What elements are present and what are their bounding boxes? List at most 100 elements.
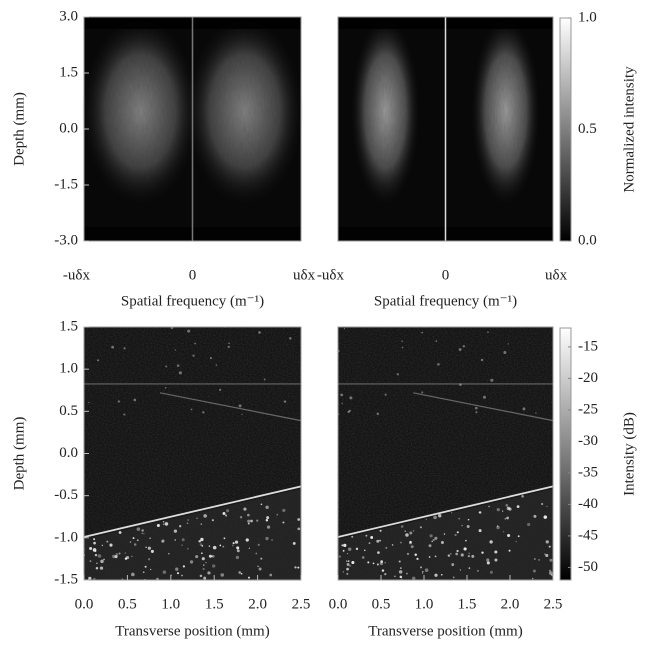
image-speckle	[224, 514, 228, 517]
image-speckle	[247, 522, 250, 525]
image-speckle	[546, 505, 548, 507]
image-speckle	[548, 571, 553, 575]
image-speckle	[202, 411, 205, 414]
image-speckle	[456, 549, 459, 553]
image-speckle	[351, 560, 355, 565]
image-speckle	[489, 570, 493, 574]
image-line	[413, 392, 554, 422]
image-speckle	[234, 540, 239, 544]
x-tick-label: -uδx	[317, 267, 345, 283]
image-speckle	[384, 562, 386, 564]
y-tick-label: 3.0	[59, 8, 78, 24]
image-speckle	[342, 549, 345, 552]
image-speckle	[349, 564, 352, 567]
image-speckle	[545, 553, 549, 558]
image-speckle	[458, 517, 461, 520]
image-speckle	[399, 575, 403, 579]
image-speckle	[468, 552, 471, 555]
image-speckle	[548, 545, 551, 548]
image-speckle	[131, 572, 135, 577]
image-speckle	[459, 569, 462, 571]
image-speckle	[340, 393, 344, 397]
x-tick-label: 1.0	[415, 596, 434, 612]
image-speckle	[460, 553, 464, 557]
image-speckle	[416, 557, 419, 561]
image-speckle	[236, 546, 240, 550]
image-speckle	[145, 546, 147, 548]
image-speckle	[117, 400, 121, 403]
x-tick-label: 1.5	[458, 596, 477, 612]
colorbar-tick-label: -35	[578, 464, 598, 480]
image-speckle	[456, 531, 459, 534]
image-speckle	[434, 555, 437, 558]
image-speckle	[161, 540, 164, 543]
image-speckle	[467, 518, 470, 521]
image-speckle	[173, 529, 178, 533]
image-speckle	[282, 521, 285, 524]
y-tick-label: 0.5	[59, 403, 78, 419]
x-axis-label: Transverse position (mm)	[115, 623, 269, 639]
image-speckle	[345, 560, 348, 562]
image-speckle	[398, 570, 403, 574]
image-speckle	[297, 527, 301, 531]
image-speckle	[196, 517, 198, 520]
image-speckle	[349, 396, 353, 400]
image-speckle	[384, 572, 387, 576]
image-speckle	[531, 577, 534, 580]
image-speckle	[421, 391, 424, 394]
image-speckle	[202, 567, 205, 571]
x-tick-label: 0.0	[329, 596, 348, 612]
image-speckle	[112, 554, 116, 559]
image-speckle	[480, 358, 484, 362]
image-speckle	[346, 567, 349, 571]
x-tick-label: 2.5	[544, 596, 563, 612]
image-speckle	[192, 354, 195, 357]
image-speckle	[343, 328, 346, 330]
image-speckle	[478, 511, 482, 514]
image-speckle	[503, 350, 507, 355]
image-speckle	[247, 576, 250, 579]
image-speckle	[394, 575, 396, 578]
image-speckle	[200, 537, 204, 542]
image-speckle	[125, 556, 130, 560]
image-speckle	[136, 539, 139, 542]
image-speckle	[406, 552, 410, 556]
image-speckle	[347, 560, 350, 562]
y-tick-label: -1.5	[54, 176, 78, 192]
colorbar-label: Normalized intensity	[621, 66, 637, 193]
colorbar	[559, 327, 572, 581]
image-speckle	[144, 565, 147, 568]
image-speckle	[232, 542, 235, 545]
image-speckle	[533, 569, 536, 573]
image-speckle	[471, 554, 475, 558]
image-speckle	[341, 402, 343, 405]
image-speckle	[123, 347, 126, 350]
image-speckle	[133, 543, 137, 546]
image-speckle	[226, 509, 230, 513]
image-speckle	[231, 544, 234, 547]
image-speckle	[175, 567, 179, 571]
image-speckle	[189, 560, 194, 564]
image-speckle	[424, 568, 429, 572]
image-speckle	[404, 530, 406, 532]
image-speckle	[297, 518, 301, 521]
image-speckle	[97, 554, 102, 558]
image-speckle	[162, 523, 165, 526]
x-tick-label: uδx	[293, 267, 316, 283]
image-speckle	[187, 519, 190, 521]
image-speckle	[355, 547, 359, 551]
image-speckle	[115, 553, 119, 556]
image-speckle	[266, 525, 271, 529]
image-speckle	[502, 531, 505, 533]
image-speckle	[452, 576, 455, 579]
image-speckle	[238, 404, 242, 408]
image-speckle	[351, 535, 354, 538]
image-speckle	[486, 561, 490, 565]
image-speckle	[367, 561, 370, 564]
image-speckle	[549, 558, 553, 562]
image-speckle	[342, 571, 345, 573]
colorbar-tick-label: 0.0	[578, 232, 597, 248]
image-speckle	[161, 539, 165, 543]
image-speckle	[425, 518, 427, 520]
